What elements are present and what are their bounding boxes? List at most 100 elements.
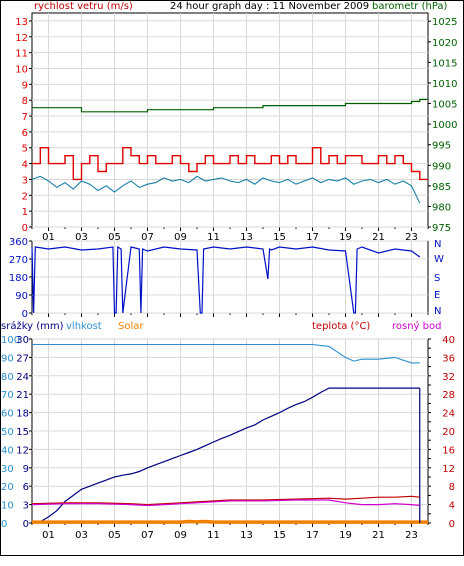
rain-axis-label: srážky (mm) [1,320,64,332]
direction-letter-n-bottom: N [434,306,441,317]
humidity-axis-tick-label: 0 [1,519,7,530]
temperature-series-line [31,495,420,506]
rain-axis-tick-label: 21 [16,390,29,401]
humidity-axis-tick-label: 60 [1,409,14,420]
rain-axis-tick-label: 9 [23,464,29,475]
wind-axis-tick-label: 12 [15,33,28,44]
direction-letter-s: S [434,273,440,284]
wind-axis-tick-label: 10 [15,64,28,75]
direction-axis-tick-label: 90 [15,291,28,302]
wind-panel-x-tick-label: 15 [273,232,286,243]
wind-axis-tick-label: 1 [22,207,28,218]
humidity-axis-tick-label: 100 [1,335,20,346]
wind-panel-x-tick-label: 21 [372,232,385,243]
weather-panel-x-tick-label: 09 [174,530,187,541]
direction-letter-n-top: N [434,239,441,250]
rain-axis-tick-label: 3 [23,501,29,512]
pressure-axis-tick-label: 1005 [432,100,457,111]
pressure-axis-tick-label: 1000 [432,120,457,131]
humidity-axis-tick-label: 80 [1,372,14,383]
wind-axis-tick-label: 6 [22,128,28,139]
temperature-axis-tick-label: 0 [449,519,455,530]
direction-axis-tick-label: 0 [22,309,28,320]
temperature-axis-tick-label: 12 [442,464,455,475]
wind-axis-label: rychlost vetru (m/s) [34,1,133,12]
direction-axis-tick-label: 270 [9,255,28,266]
wind-panel-x-tick-label: 07 [141,232,154,243]
direction-letter-w: W [434,254,444,265]
pressure-series-line [32,98,428,113]
wind-axis-tick-label: 2 [22,191,28,202]
wind-panel-x-tick-label: 03 [75,232,88,243]
temperature-axis-label: teplota (°C) [312,321,370,332]
temperature-axis-tick-label: 32 [442,372,455,383]
wind-speed-series-line [32,147,428,181]
temperature-axis-tick-label: 20 [442,427,455,438]
wind-axis-tick-label: 4 [22,160,28,171]
pressure-axis-tick-label: 990 [432,161,451,172]
wind-axis-tick-label: 3 [22,175,28,186]
rain-axis-tick-label: 15 [16,427,29,438]
humidity-axis-tick-label: 40 [1,445,14,456]
direction-axis-tick-label: 360 [9,237,28,248]
humidity-axis-label: vlhkost [66,321,102,332]
temperature-axis-tick-label: 24 [442,409,455,420]
wind-axis-tick-label: 0 [22,223,28,234]
wind-panel-x-tick-label: 09 [174,232,187,243]
wind-axis-tick-label: 8 [22,96,28,107]
direction-letter-e: E [434,290,440,301]
weather-panel-x-tick-label: 03 [75,530,88,541]
humidity-axis-tick-label: 70 [1,390,14,401]
pressure-axis-tick-label: 1020 [432,38,457,49]
wind-panel-x-tick-label: 13 [240,232,253,243]
solar-label: Solar [118,321,144,332]
wind-panel-x-tick-label: 19 [339,232,352,243]
humidity-axis-tick-label: 50 [1,427,14,438]
wind-axis-tick-label: 5 [22,144,28,155]
rain-axis-tick-label: 12 [16,445,29,456]
pressure-axis-label: barometr (hPa) [372,1,448,12]
weather-panel-x-tick-label: 23 [405,530,418,541]
rain-axis-tick-label: 0 [23,519,29,530]
dewpoint-series-line [31,499,420,507]
dewpoint-label: rosný bod [392,320,441,332]
direction-axis-tick-label: 180 [9,273,28,284]
rain-axis-tick-label: 27 [16,353,29,364]
rain-humidity-temp-panel: 0102030405060708090100036912151821242730… [1,335,455,541]
weather-panel-x-tick-label: 13 [240,530,253,541]
rain-axis-tick-label: 18 [16,409,29,420]
temperature-axis-tick-label: 40 [442,335,455,346]
wind-pressure-panel: 0123456789101112139759809859909951000100… [15,12,457,243]
weather-panel-x-tick-label: 01 [42,530,55,541]
temperature-axis-tick-label: 16 [442,445,455,456]
weather-panel-x-tick-label: 15 [273,530,286,541]
humidity-axis-tick-label: 20 [1,482,14,493]
rain-axis-tick-label: 30 [16,335,29,346]
pressure-axis-tick-label: 975 [432,223,451,234]
weather-panel-x-tick-label: 07 [141,530,154,541]
pressure-axis-tick-label: 1010 [432,79,457,90]
humidity-axis-tick-label: 10 [1,501,14,512]
wind-panel-x-tick-label: 11 [207,232,220,243]
weather-panel-x-tick-label: 21 [372,530,385,541]
wind-panel-plot-frame [31,12,429,228]
weather-panel-x-tick-label: 05 [108,530,121,541]
wind-axis-tick-label: 9 [22,80,28,91]
weather-panel-x-tick-label: 11 [207,530,220,541]
wind-secondary-series-line [31,175,421,204]
temperature-axis-tick-label: 28 [442,390,455,401]
temperature-axis-tick-label: 36 [442,353,455,364]
wind-axis-tick-label: 13 [15,17,28,28]
chart-title: 24 hour graph day : 11 November 2009 [170,1,369,12]
wind-panel-x-tick-label: 05 [108,232,121,243]
pressure-axis-tick-label: 1025 [432,17,457,28]
wind-direction-series-line [31,245,421,314]
temperature-axis-tick-label: 8 [449,482,455,493]
pressure-axis-tick-label: 985 [432,182,451,193]
wind-axis-tick-label: 7 [22,112,28,123]
wind-panel-x-tick-label: 23 [405,232,418,243]
solar-series-line [32,519,428,524]
wind-axis-tick-label: 11 [15,49,28,60]
